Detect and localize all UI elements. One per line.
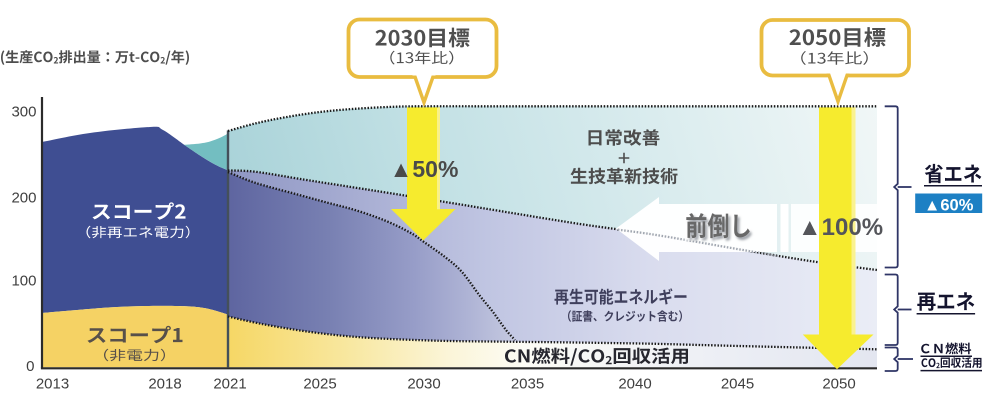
svg-text:2025: 2025 [303,376,336,393]
svg-text:0: 0 [26,358,34,375]
svg-text:200: 200 [11,190,36,207]
svg-text:2040: 2040 [618,376,651,393]
svg-text:2035: 2035 [511,376,544,393]
svg-text:2018: 2018 [148,376,181,393]
svg-text:2050: 2050 [822,376,855,393]
svg-text:2013: 2013 [36,376,69,393]
svg-text:100: 100 [11,273,36,290]
svg-text:2045: 2045 [721,376,754,393]
svg-text:2030: 2030 [407,376,440,393]
svg-text:▲100%: ▲100% [798,214,883,241]
svg-text:300: 300 [11,104,36,121]
svg-text:▲60%: ▲60% [924,197,974,215]
svg-text:2021: 2021 [213,376,246,393]
svg-text:▲50%: ▲50% [390,156,459,182]
